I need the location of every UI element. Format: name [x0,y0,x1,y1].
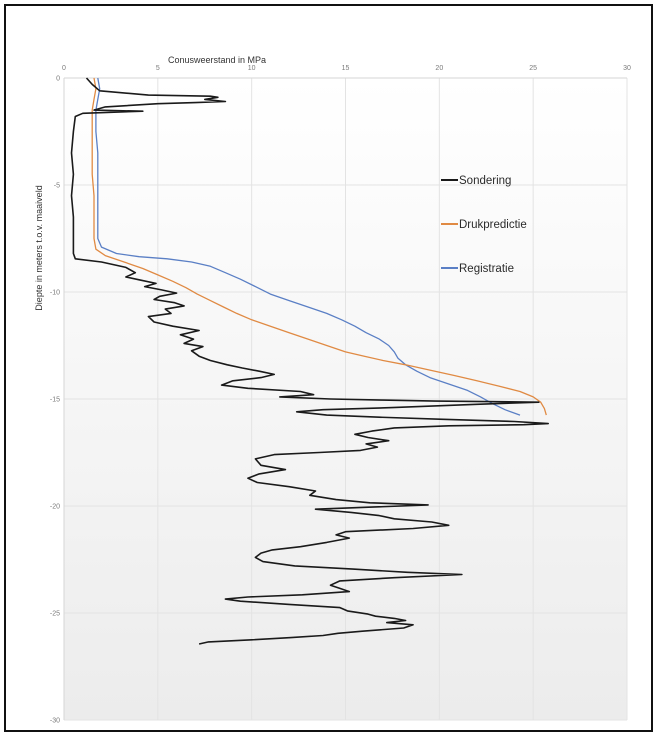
x-tick-label: 20 [435,65,443,72]
y-tick-label: -20 [50,504,60,511]
grid-lines [63,77,628,721]
x-tick-label: 15 [342,65,350,72]
series-line-sondering [70,77,550,645]
y-tick-labels: 0 -5 -10 -15 -20 -25 -30 [50,76,60,725]
legend: Sondering Drukpredictie Registratie [441,175,527,275]
series-line-drukpredictie [91,77,547,416]
x-axis-title: Conusweerstand in MPa [168,55,266,65]
x-tick-label: 10 [248,65,256,72]
y-tick-label: -10 [50,290,60,297]
legend-label-drukpredictie: Drukpredictie [459,219,527,231]
y-tick-label: -15 [50,397,60,404]
x-tick-label: 5 [156,65,160,72]
legend-label-sondering: Sondering [459,175,511,187]
y-axis-title: Diepte in meters t.o.v. maaiveld [34,185,44,310]
legend-label-registratie: Registratie [459,263,514,275]
x-tick-label: 0 [62,65,66,72]
y-tick-label: -30 [50,718,60,725]
y-tick-label: -5 [54,183,60,190]
y-tick-label: 0 [56,76,60,83]
x-tick-label: 25 [529,65,537,72]
x-tick-label: 30 [623,65,631,72]
series-line-registratie [95,77,521,416]
series-lines [70,77,550,645]
x-tick-labels: 0 5 10 15 20 25 30 [62,65,631,72]
y-tick-label: -25 [50,611,60,618]
